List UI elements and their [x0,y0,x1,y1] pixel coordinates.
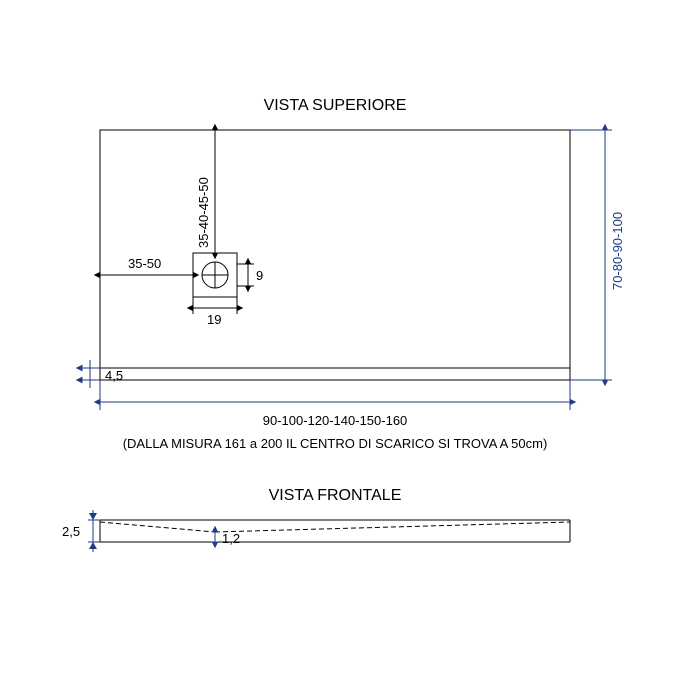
dim-depth: 70-80-90-100 [570,130,625,380]
front-view [100,520,570,542]
dim-drain-from-top: 35-40-45-50 [196,130,215,253]
svg-text:1,2: 1,2 [222,531,240,546]
svg-text:90-100-120-140-150-160: 90-100-120-140-150-160 [263,413,408,428]
svg-text:70-80-90-100: 70-80-90-100 [610,212,625,290]
svg-text:9: 9 [256,268,263,283]
dim-width: 90-100-120-140-150-160 [100,380,570,428]
drain-note: (DALLA MISURA 161 a 200 IL CENTRO DI SCA… [123,436,548,451]
dim-ledge: 4,5 [82,360,123,388]
top-view-title: VISTA SUPERIORE [264,97,407,114]
top-view [100,130,570,380]
svg-text:4,5: 4,5 [105,368,123,383]
svg-text:19: 19 [207,312,221,327]
svg-text:2,5: 2,5 [62,524,80,539]
drain-icon [193,253,237,297]
dim-drain-from-left: 35-50 [100,256,193,275]
dim-front-height: 2,5 [62,510,100,552]
svg-text:35-40-45-50: 35-40-45-50 [196,177,211,248]
front-view-title: VISTA FRONTALE [269,487,402,504]
dim-drain-width: 19 [193,297,237,327]
svg-text:35-50: 35-50 [128,256,161,271]
dim-front-min: 1,2 [215,531,240,546]
dim-drain-height: 9 [237,264,263,286]
